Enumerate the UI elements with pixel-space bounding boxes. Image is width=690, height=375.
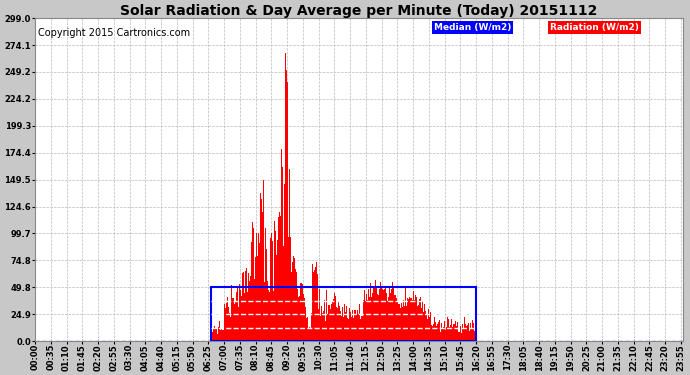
- Title: Solar Radiation & Day Average per Minute (Today) 20151112: Solar Radiation & Day Average per Minute…: [121, 4, 598, 18]
- Text: Median (W/m2): Median (W/m2): [434, 23, 511, 32]
- Text: Radiation (W/m2): Radiation (W/m2): [551, 23, 639, 32]
- Bar: [210, 287, 476, 341]
- Text: Copyright 2015 Cartronics.com: Copyright 2015 Cartronics.com: [39, 28, 190, 38]
